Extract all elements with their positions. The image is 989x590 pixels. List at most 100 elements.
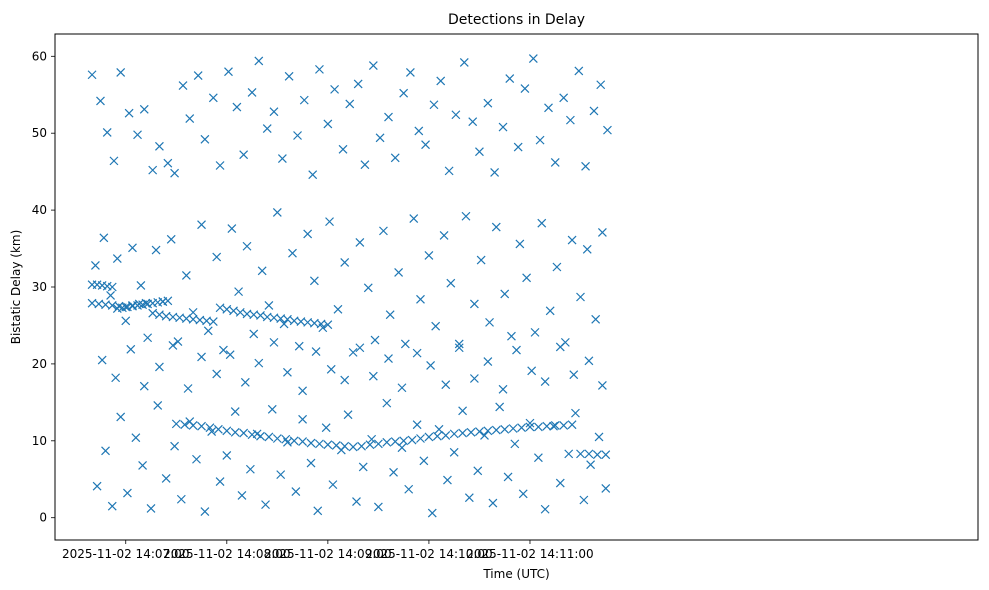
- data-point: [491, 222, 501, 232]
- data-point: [306, 458, 316, 468]
- data-point: [490, 167, 500, 177]
- data-point: [363, 283, 373, 293]
- x-tick-label: 2025-11-02 14:08:00: [163, 547, 290, 561]
- data-point: [252, 429, 262, 439]
- data-point: [550, 420, 560, 430]
- x-tick-label: 2025-11-02 14:11:00: [466, 547, 593, 561]
- data-point: [237, 490, 247, 500]
- data-point: [161, 474, 171, 483]
- data-point: [434, 424, 444, 434]
- data-point: [303, 229, 313, 239]
- data-point: [443, 475, 452, 485]
- data-point: [564, 449, 574, 459]
- data-point: [139, 104, 149, 114]
- data-point: [272, 434, 282, 443]
- data-point: [166, 234, 176, 244]
- data-point: [288, 248, 297, 258]
- data-point: [581, 161, 590, 171]
- data-point: [168, 341, 178, 350]
- data-point: [131, 433, 141, 443]
- data-point: [498, 384, 508, 394]
- y-tick-label: 40: [32, 203, 47, 217]
- data-point: [365, 440, 375, 450]
- data-point: [92, 481, 102, 491]
- data-point: [576, 449, 585, 459]
- data-point: [582, 244, 592, 254]
- data-point: [336, 445, 346, 455]
- data-point: [155, 362, 164, 372]
- data-point: [330, 84, 340, 94]
- data-point: [264, 432, 274, 442]
- data-point: [488, 498, 498, 508]
- data-point: [277, 154, 287, 164]
- data-point: [143, 333, 153, 343]
- data-point: [232, 102, 242, 112]
- data-point: [594, 432, 604, 442]
- data-point: [518, 489, 528, 499]
- data-point: [533, 453, 543, 463]
- data-point: [597, 381, 607, 390]
- data-point: [527, 366, 537, 376]
- data-point: [185, 417, 195, 426]
- data-point: [525, 418, 535, 428]
- data-point: [446, 278, 456, 288]
- x-tick-label: 2025-11-02 14:09:00: [264, 547, 391, 561]
- data-point: [340, 375, 350, 385]
- data-point: [163, 158, 173, 168]
- data-point: [289, 436, 299, 446]
- data-point: [315, 64, 324, 74]
- data-point: [309, 276, 319, 286]
- x-axis-label: Time (UTC): [482, 567, 549, 581]
- data-point: [158, 297, 168, 307]
- data-point: [505, 74, 515, 84]
- data-point: [153, 401, 163, 410]
- data-point: [515, 239, 525, 249]
- data-point: [449, 447, 459, 457]
- data-point: [96, 96, 105, 106]
- data-point: [284, 71, 294, 81]
- data-point: [525, 422, 535, 432]
- data-point: [222, 304, 232, 314]
- data-point: [480, 430, 489, 440]
- x-tick-label: 2025-11-02 14:10:00: [365, 547, 492, 561]
- data-point: [340, 257, 350, 267]
- data-point: [586, 460, 596, 470]
- data-point: [178, 81, 188, 90]
- points-layer: [87, 54, 612, 518]
- chart-title: Detections in Delay: [448, 12, 585, 28]
- data-point: [454, 343, 464, 353]
- data-point: [596, 80, 606, 90]
- data-point: [180, 420, 190, 430]
- data-point: [424, 251, 434, 260]
- data-point: [325, 217, 334, 227]
- data-point: [567, 235, 577, 245]
- data-point: [262, 124, 272, 134]
- data-point: [87, 70, 97, 80]
- data-point: [111, 373, 121, 383]
- data-point: [345, 99, 355, 109]
- data-point: [299, 95, 309, 105]
- data-point: [367, 434, 377, 444]
- data-point: [213, 424, 223, 434]
- data-point: [385, 310, 395, 320]
- data-point: [352, 497, 361, 506]
- data-point: [544, 103, 553, 113]
- data-point: [407, 435, 417, 445]
- data-point: [500, 424, 510, 434]
- data-point: [469, 299, 479, 309]
- data-point: [424, 432, 434, 442]
- data-point: [384, 354, 393, 363]
- data-point: [565, 115, 575, 125]
- data-point: [375, 133, 385, 143]
- data-point: [449, 429, 459, 439]
- plot-area: [55, 34, 978, 540]
- data-point: [353, 79, 363, 89]
- data-point: [188, 307, 198, 317]
- data-point: [475, 147, 484, 157]
- data-point: [291, 487, 301, 496]
- data-point: [530, 327, 540, 337]
- data-point: [328, 480, 338, 490]
- data-point: [429, 100, 439, 110]
- data-point: [215, 161, 225, 170]
